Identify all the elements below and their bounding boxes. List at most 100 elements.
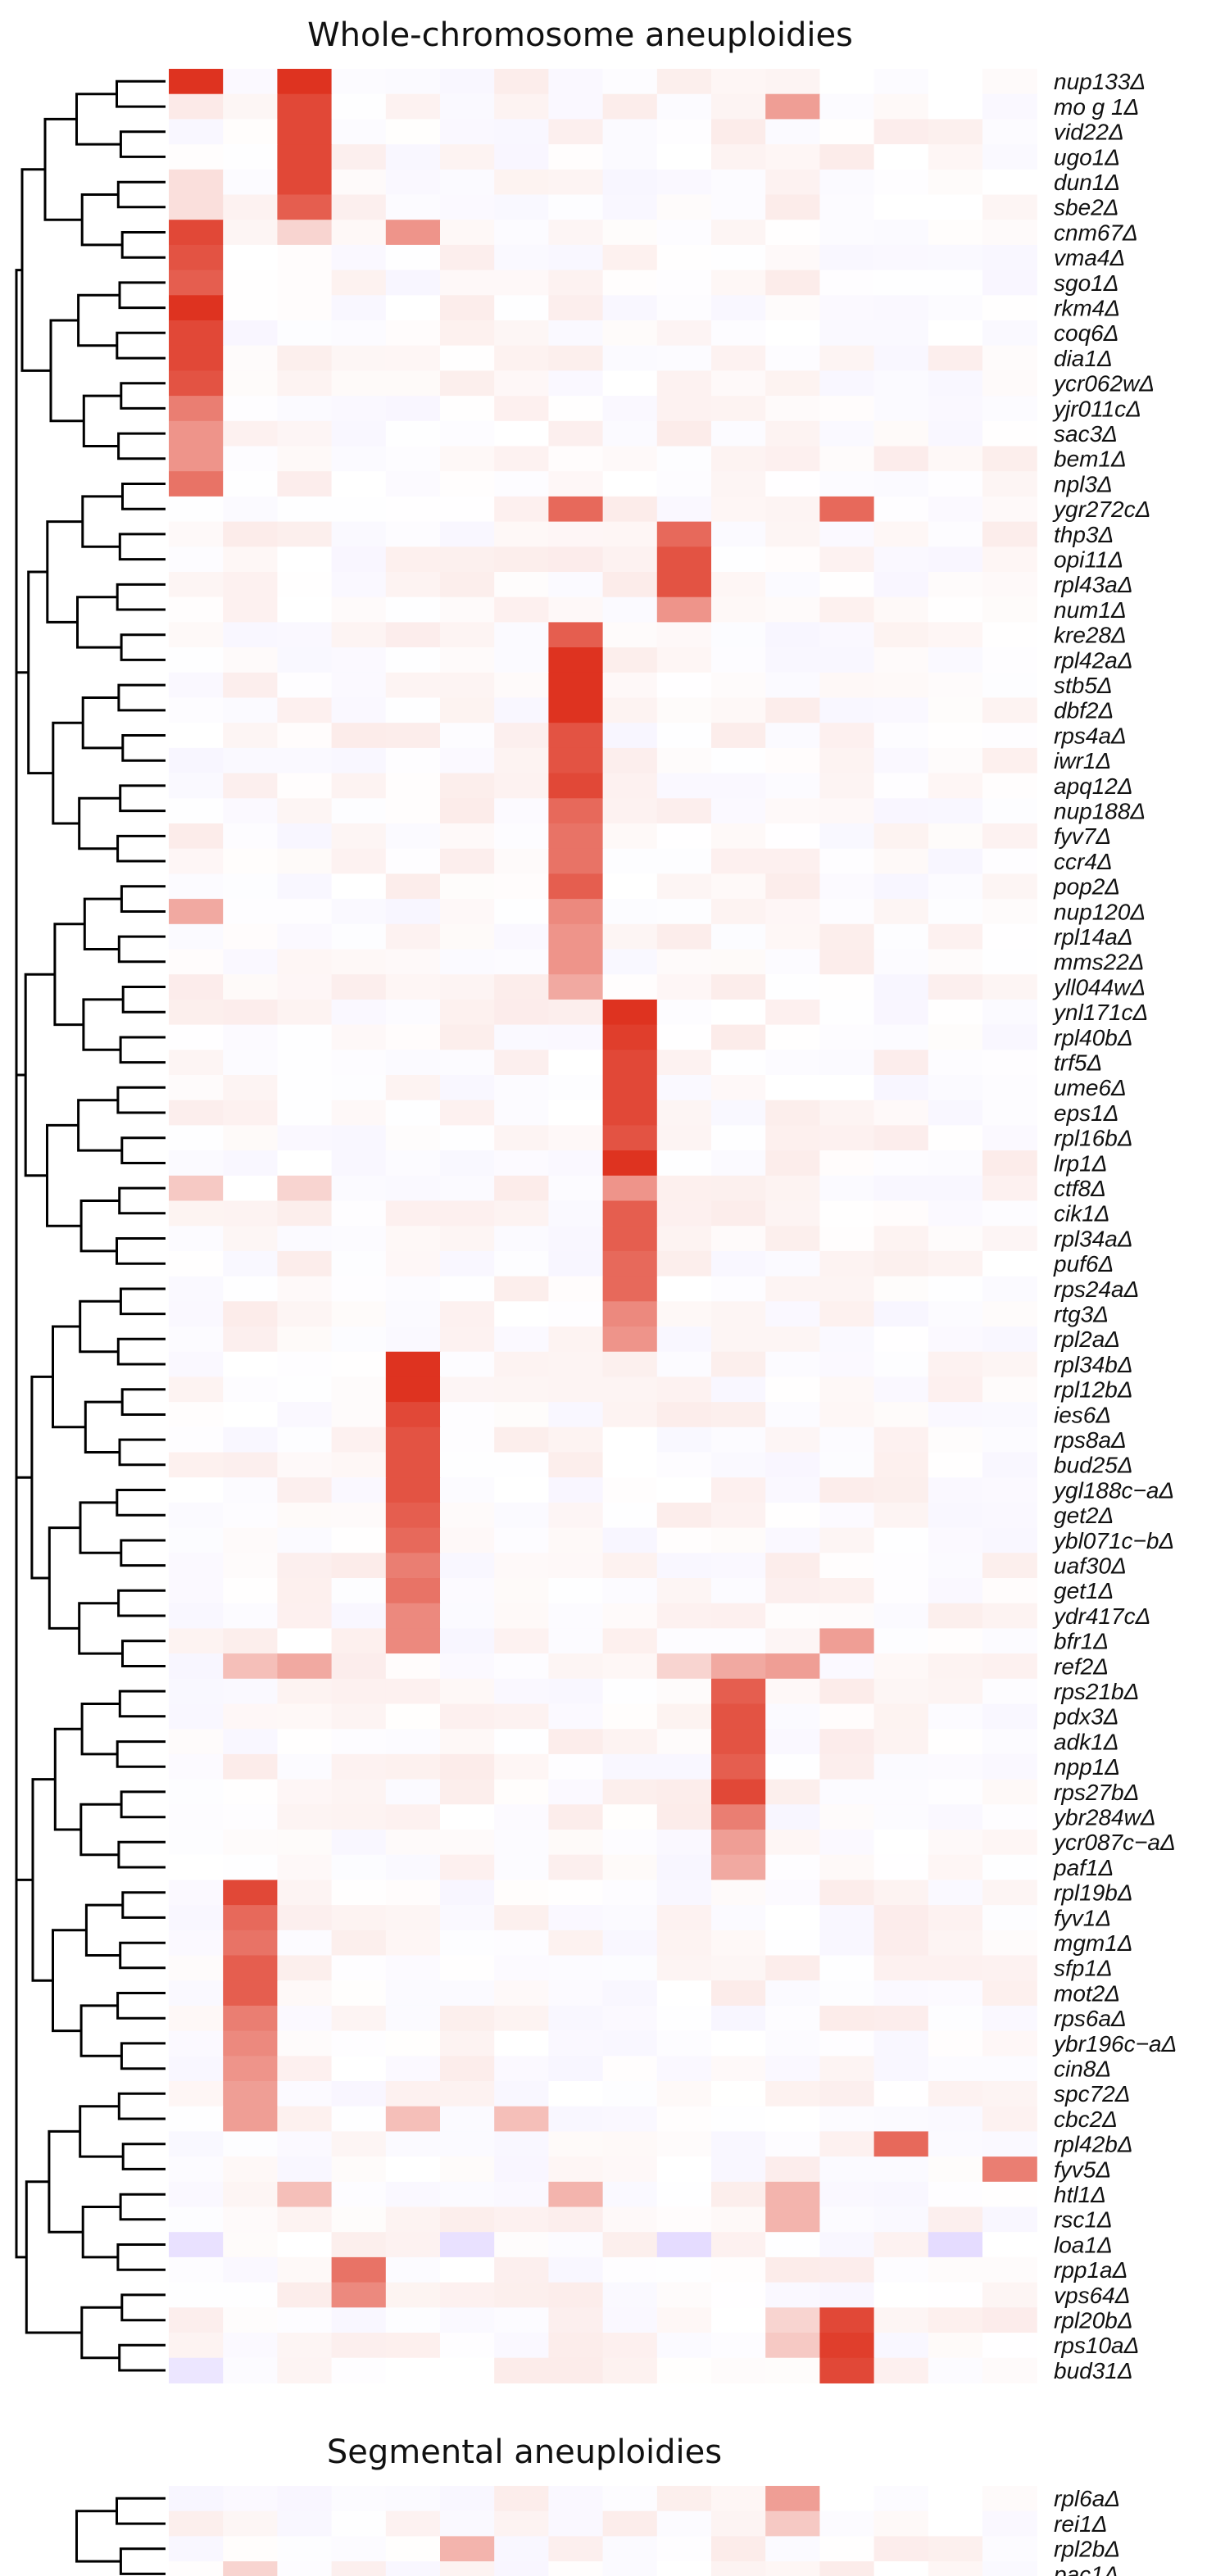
heatmap-cell — [656, 1327, 712, 1353]
heatmap-cell — [331, 2282, 387, 2308]
heatmap-cell — [331, 471, 387, 497]
heatmap-cell — [440, 144, 495, 170]
heatmap-cell — [873, 320, 929, 347]
heatmap-cell — [169, 1477, 224, 1503]
heatmap-cell — [331, 93, 387, 120]
heatmap-cell — [602, 647, 658, 673]
heatmap-cell — [656, 2561, 712, 2576]
heatmap-cell — [494, 949, 549, 975]
heatmap-cell — [711, 295, 766, 321]
row-label: rpl19bΔ — [1054, 1880, 1133, 1906]
heatmap-cell — [765, 2486, 820, 2512]
heatmap-cell — [548, 2357, 604, 2383]
heatmap-cell — [819, 2030, 875, 2057]
dendrogram-branch — [24, 973, 55, 1177]
heatmap-cell — [982, 1628, 1037, 1654]
heatmap-cell — [494, 1905, 549, 1931]
heatmap-cell — [819, 823, 875, 850]
heatmap-cell — [494, 899, 549, 925]
heatmap-cell — [331, 1779, 387, 1805]
heatmap-cell — [548, 647, 604, 673]
heatmap-cell — [331, 2307, 387, 2333]
heatmap-cell — [440, 1024, 495, 1050]
heatmap-cell — [548, 2333, 604, 2359]
heatmap-cell — [873, 546, 929, 573]
heatmap-cell — [765, 2005, 820, 2032]
heatmap-cell — [440, 572, 495, 598]
heatmap-cell — [656, 295, 712, 321]
heatmap-cell — [656, 1452, 712, 1478]
heatmap-cell — [711, 596, 766, 623]
row-label: vps64Δ — [1054, 2283, 1131, 2308]
heatmap-cell — [385, 2536, 441, 2562]
heatmap-cell — [928, 848, 983, 874]
heatmap-cell — [331, 1150, 387, 1177]
dendrogram-branch — [75, 2510, 121, 2563]
heatmap-cell — [602, 220, 658, 246]
heatmap-cell — [982, 194, 1037, 220]
heatmap-cell — [548, 2561, 604, 2576]
heatmap-cell — [440, 546, 495, 573]
heatmap-cell — [440, 244, 495, 271]
heatmap-cell — [873, 1955, 929, 1981]
heatmap-cell — [494, 622, 549, 648]
heatmap-cell — [385, 420, 441, 447]
heatmap-cell — [331, 2510, 387, 2537]
heatmap-cell — [277, 1753, 333, 1780]
heatmap-cell — [277, 1502, 333, 1529]
heatmap-cell — [494, 2536, 549, 2562]
row-label: trf5Δ — [1054, 1050, 1102, 1076]
heatmap-cell — [494, 1250, 549, 1277]
dendrogram-branch — [117, 2092, 166, 2120]
row-label: npl3Δ — [1054, 471, 1113, 497]
heatmap-cell — [656, 1226, 712, 1252]
heatmap-cell — [223, 1830, 278, 1856]
heatmap-cell — [169, 1024, 224, 1050]
heatmap-cell — [331, 1678, 387, 1705]
heatmap-cell — [223, 1854, 278, 1880]
heatmap-cell — [819, 1703, 875, 1730]
heatmap-cell — [982, 572, 1037, 598]
heatmap-cell — [277, 1779, 333, 1805]
heatmap-cell — [873, 1603, 929, 1629]
heatmap-cell — [982, 974, 1037, 1000]
dendrogram-branch — [118, 1186, 166, 1215]
heatmap-cell — [223, 2081, 278, 2107]
heatmap-cell — [765, 1100, 820, 1126]
heatmap-cell — [385, 949, 441, 975]
heatmap-cell — [440, 496, 495, 523]
heatmap-cell — [440, 1628, 495, 1654]
heatmap-cell — [494, 2256, 549, 2283]
heatmap-cell — [169, 1301, 224, 1327]
heatmap-cell — [331, 1955, 387, 1981]
heatmap-cell — [169, 2030, 224, 2057]
heatmap-cell — [819, 923, 875, 950]
heatmap-cell — [548, 1477, 604, 1503]
heatmap-cell — [548, 496, 604, 523]
row-label: thp3Δ — [1054, 522, 1114, 547]
heatmap-cell — [602, 345, 658, 371]
heatmap-cell — [385, 471, 441, 497]
heatmap-cell — [385, 1980, 441, 2007]
heatmap-cell — [548, 723, 604, 749]
heatmap-cell — [928, 119, 983, 145]
heatmap-cell — [819, 2232, 875, 2258]
heatmap-cell — [440, 1854, 495, 1880]
heatmap-cell — [223, 1301, 278, 1327]
heatmap-cell — [494, 2307, 549, 2333]
heatmap-cell — [223, 1327, 278, 1353]
heatmap-cell — [602, 1854, 658, 1880]
heatmap-cell — [928, 596, 983, 623]
heatmap-cell — [169, 899, 224, 925]
heatmap-cell — [440, 2106, 495, 2132]
heatmap-cell — [982, 144, 1037, 170]
heatmap-cell — [873, 1125, 929, 1151]
row-label: mms22Δ — [1054, 950, 1145, 975]
heatmap-cell — [548, 69, 604, 95]
dendrogram-branch — [116, 583, 166, 611]
heatmap-cell — [277, 270, 333, 296]
heatmap-cell — [711, 2030, 766, 2057]
heatmap-cell — [711, 1075, 766, 1101]
heatmap-cell — [819, 1200, 875, 1227]
heatmap-cell — [602, 119, 658, 145]
